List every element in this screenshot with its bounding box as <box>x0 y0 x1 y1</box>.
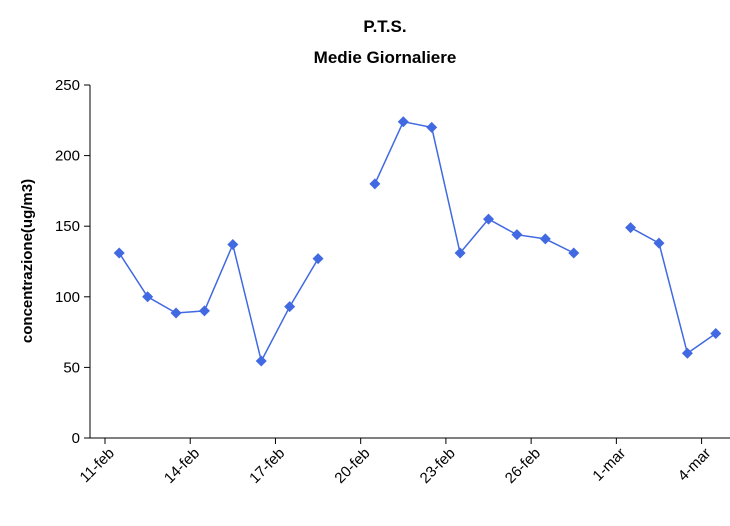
marker <box>710 328 722 340</box>
marker <box>397 116 409 128</box>
x-tick-label: 14-feb <box>161 445 203 487</box>
y-axis-label: concentrazione(ug/m3) <box>19 179 36 343</box>
x-tick-label: 4-mar <box>675 445 715 485</box>
marker <box>198 305 210 317</box>
marker <box>369 178 381 190</box>
marker <box>426 121 438 133</box>
marker <box>113 247 125 259</box>
marker <box>539 233 551 245</box>
y-tick-label: 0 <box>72 430 80 447</box>
y-tick-label: 150 <box>55 218 80 235</box>
y-tick-label: 200 <box>55 148 80 165</box>
marker <box>511 229 523 241</box>
x-tick-label: 23-feb <box>417 445 459 487</box>
x-tick-label: 26-feb <box>502 445 544 487</box>
marker <box>625 222 637 234</box>
x-tick-label: 17-feb <box>246 445 288 487</box>
marker <box>142 291 154 303</box>
marker <box>312 253 324 265</box>
y-tick-label: 50 <box>63 359 80 376</box>
marker <box>227 239 239 251</box>
x-tick-label: 1-mar <box>589 445 629 485</box>
marker <box>170 307 182 319</box>
x-tick-label: 20-feb <box>331 445 373 487</box>
x-tick-label: 11-feb <box>77 445 118 486</box>
marker <box>454 247 466 259</box>
marker <box>568 247 580 259</box>
y-tick-label: 250 <box>55 77 80 94</box>
y-tick-label: 100 <box>55 289 80 306</box>
chart-title: P.T.S. <box>363 17 406 36</box>
marker <box>483 213 495 225</box>
marker <box>284 301 296 313</box>
marker <box>681 347 693 359</box>
chart-subtitle: Medie Giornaliere <box>314 48 457 67</box>
line <box>118 120 717 364</box>
marker <box>653 237 665 249</box>
marker <box>255 355 267 367</box>
